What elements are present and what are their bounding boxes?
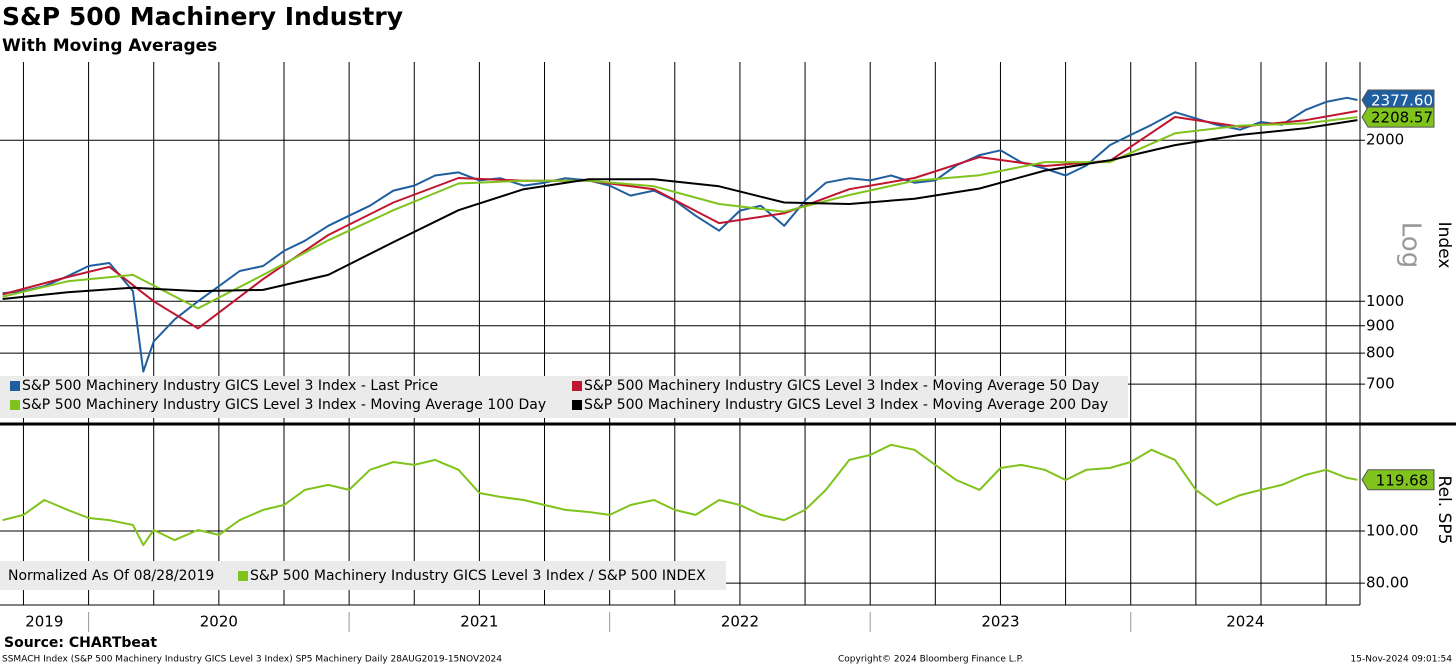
series-line <box>2 96 1358 373</box>
x-tick-label: 2023 <box>981 613 1019 631</box>
legend-swatch <box>572 381 582 391</box>
layer <box>2 96 1358 547</box>
value-label-box <box>1361 469 1435 491</box>
panel-note: Normalized As Of 08/28/2019 <box>8 568 214 584</box>
y-tick-label: 2000 <box>1366 131 1404 149</box>
y-axis-label: Rel. SP5 <box>1434 476 1454 545</box>
x-tick-label: 2024 <box>1226 613 1264 631</box>
scale-label: Log <box>1396 222 1426 268</box>
legend-label: S&P 500 Machinery Industry GICS Level 3 … <box>584 378 1099 394</box>
y-tick-label: 800 <box>1366 344 1395 362</box>
chart-title: S&P 500 Machinery Industry <box>2 2 403 31</box>
y-tick-label: 1000 <box>1366 292 1404 310</box>
legend-background <box>0 561 726 590</box>
legend-label: S&P 500 Machinery Industry GICS Level 3 … <box>584 397 1108 413</box>
legend-swatch <box>572 400 582 410</box>
series-line <box>2 110 1358 330</box>
timestamp: 15-Nov-2024 09:01:54 <box>1351 655 1453 665</box>
legend-label: S&P 500 Machinery Industry GICS Level 3 … <box>22 378 438 394</box>
series-line <box>2 116 1358 310</box>
x-tick-label: 2022 <box>721 613 759 631</box>
source: Source: CHARTbeat <box>4 635 157 651</box>
legend-label: S&P 500 Machinery Industry GICS Level 3 … <box>22 397 546 413</box>
legend-swatch <box>238 571 248 581</box>
y-tick-label: 700 <box>1366 375 1395 393</box>
legend-swatch <box>10 381 20 391</box>
copyright: Copyright© 2024 Bloomberg Finance L.P. <box>838 655 1023 665</box>
x-tick-label: 2020 <box>200 613 238 631</box>
value-label: 2377.60 <box>1371 92 1433 110</box>
series-line <box>2 443 1358 547</box>
value-label: 119.68 <box>1376 471 1429 489</box>
value-label-box <box>1361 106 1435 128</box>
y-tick-label: 100.00 <box>1366 522 1419 540</box>
x-tick-label: 2019 <box>25 613 63 631</box>
chart-subtitle: With Moving Averages <box>2 36 217 56</box>
y-tick-label: 80.00 <box>1366 574 1409 592</box>
value-label: 2208.57 <box>1371 109 1433 127</box>
legend-swatch <box>10 400 20 410</box>
layer <box>0 62 1365 632</box>
y-axis-label: Index <box>1434 222 1454 269</box>
legend-background <box>0 376 1128 418</box>
legend-label: S&P 500 Machinery Industry GICS Level 3 … <box>250 568 706 584</box>
y-tick-label: 900 <box>1366 316 1395 334</box>
x-tick-label: 2021 <box>460 613 498 631</box>
series-line <box>2 119 1358 300</box>
ticker-info: SSMACH Index (S&P 500 Machinery Industry… <box>2 655 502 665</box>
